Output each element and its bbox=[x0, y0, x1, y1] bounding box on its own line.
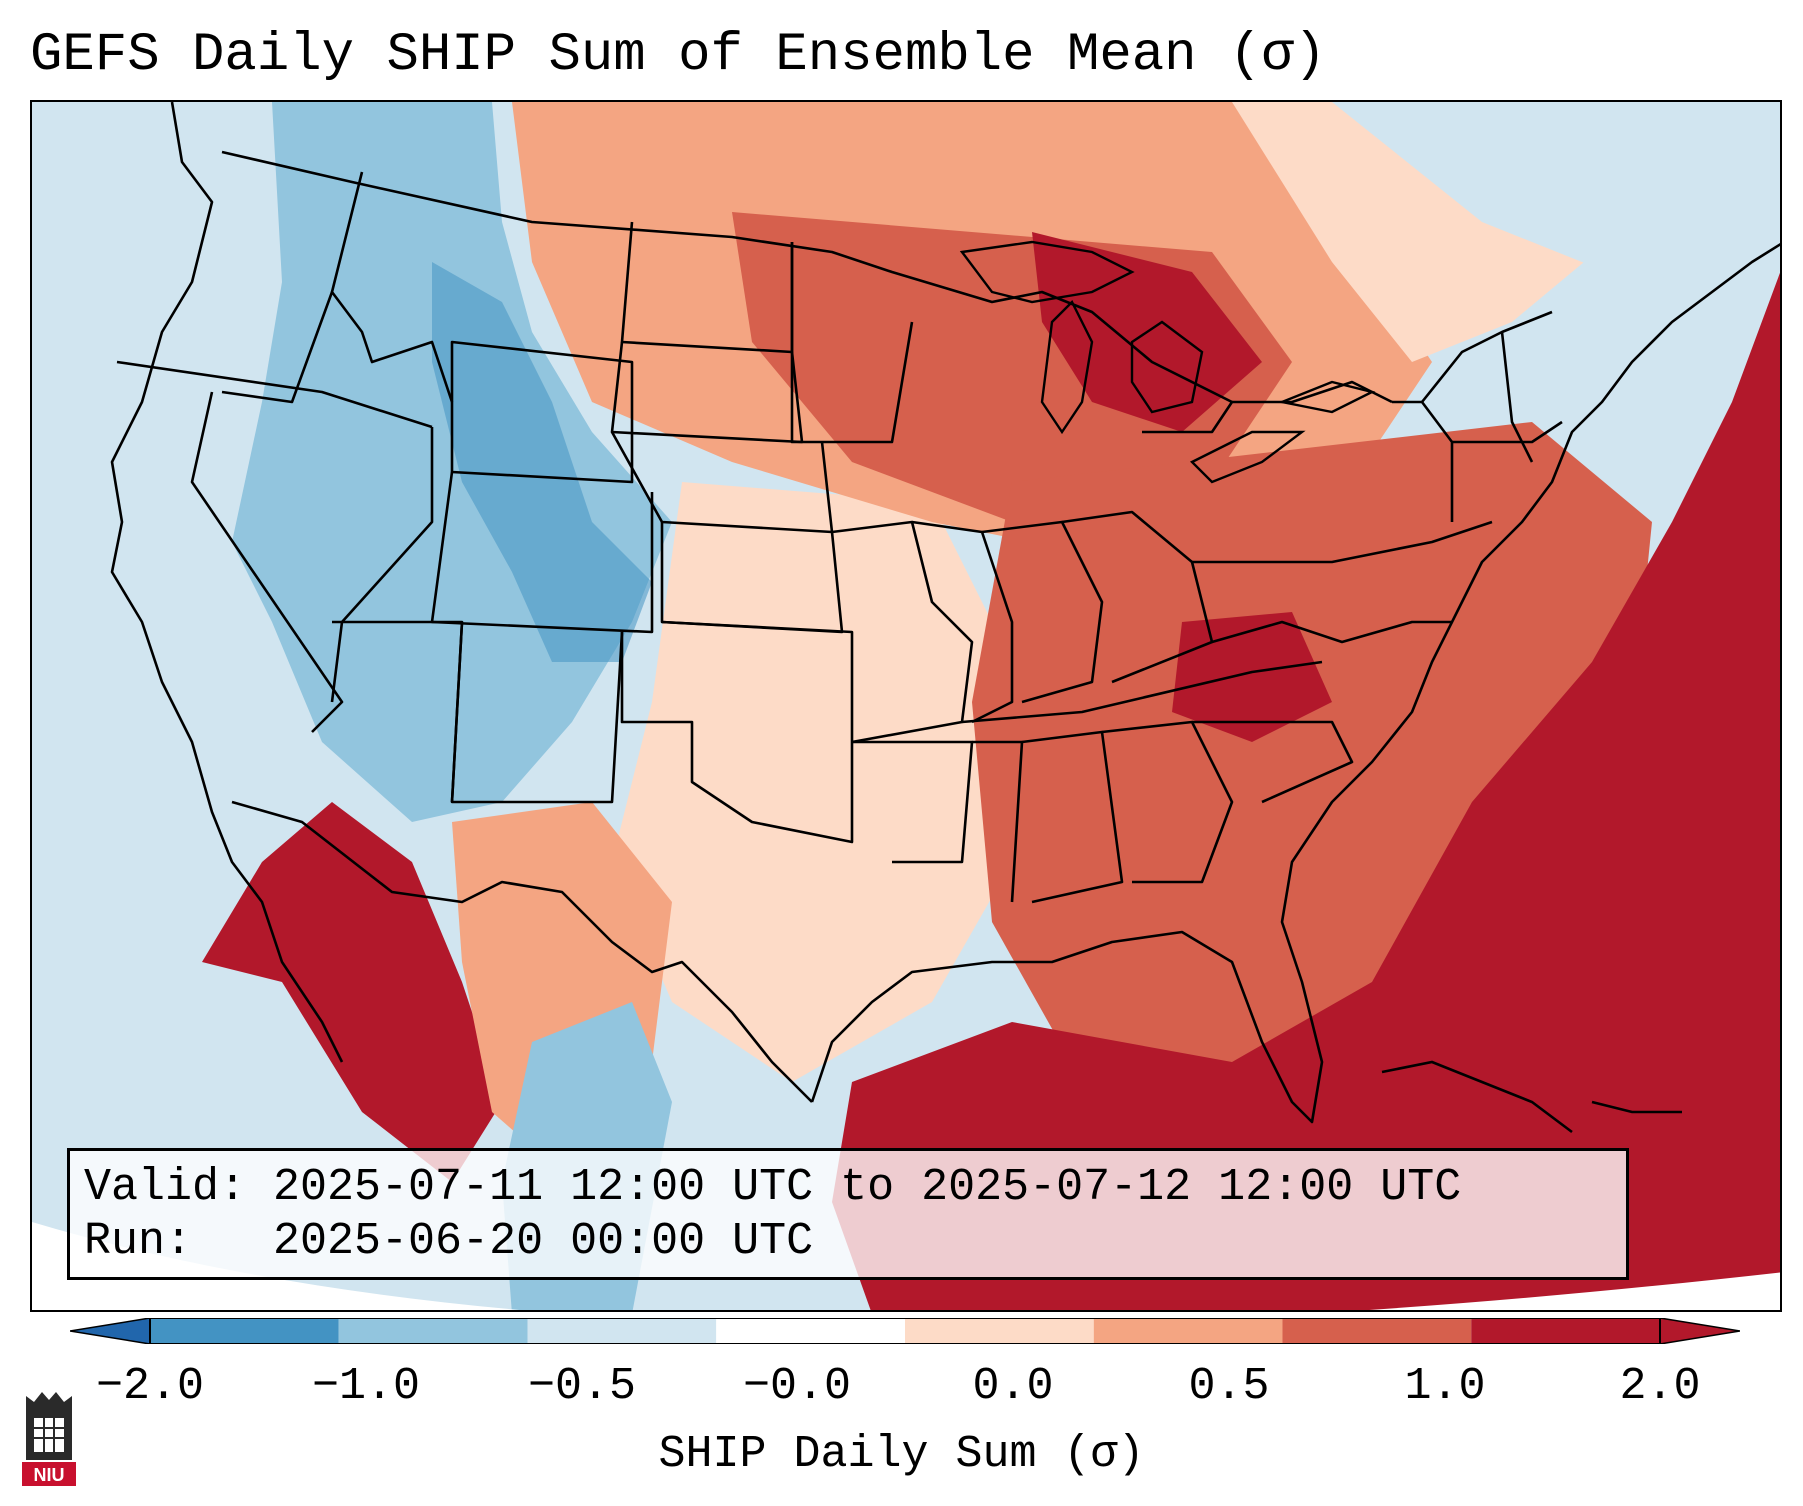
colorbar-bin bbox=[716, 1318, 905, 1344]
colorbar-bin bbox=[905, 1318, 1094, 1344]
atlantic-gulf-max bbox=[832, 272, 1780, 1310]
mexico-west-max bbox=[202, 802, 502, 1182]
us-canada-border bbox=[221, 150, 1233, 404]
colorbar-bin bbox=[1282, 1318, 1472, 1344]
colorbar-tick-label: −0.0 bbox=[742, 1361, 852, 1412]
colorbar-tick-label: 1.0 bbox=[1404, 1361, 1486, 1412]
state-borders bbox=[110, 102, 1780, 1124]
colorbar-tick-label: −1.0 bbox=[311, 1361, 421, 1412]
ohio-valley-max bbox=[1172, 612, 1332, 742]
run-time-line: Run: 2025-06-20 00:00 UTC bbox=[84, 1216, 814, 1267]
colorbar-frame bbox=[149, 1318, 1661, 1344]
logo-text: NIU bbox=[34, 1465, 65, 1485]
niu-castle-logo-icon: NIU bbox=[22, 1392, 76, 1486]
colorbar-bin bbox=[338, 1318, 528, 1344]
colorbar bbox=[70, 1318, 1740, 1344]
colorbar-label: SHIP Daily Sum (σ) bbox=[658, 1429, 1145, 1480]
valid-time-line: Valid: 2025-07-11 12:00 UTC to 2025-07-1… bbox=[84, 1162, 1462, 1213]
colorbar-extend-low bbox=[70, 1318, 151, 1344]
projection-edge bbox=[32, 1222, 1780, 1310]
colorbar-tick-label: −0.5 bbox=[527, 1361, 637, 1412]
caribbean-coastline bbox=[1381, 1060, 1682, 1134]
great-lakes-outline bbox=[959, 240, 1376, 484]
negative-anomaly-core bbox=[432, 262, 652, 662]
map-title: GEFS Daily SHIP Sum of Ensemble Mean (σ) bbox=[30, 25, 1327, 86]
neutral-northeast bbox=[1332, 102, 1780, 282]
colorbar-extend-high bbox=[1659, 1318, 1740, 1344]
colorbar-bin bbox=[1093, 1318, 1283, 1344]
us-mexico-border bbox=[231, 800, 813, 1103]
colorbar-bin bbox=[1471, 1318, 1660, 1344]
light-positive-plains bbox=[612, 482, 1012, 1082]
gulf-atlantic-coastline bbox=[810, 242, 1780, 1124]
colorbar-bin bbox=[150, 1318, 339, 1344]
pacific-coastline bbox=[110, 102, 344, 1063]
map-panel[interactable] bbox=[30, 100, 1782, 1312]
strong-positive-east bbox=[972, 422, 1652, 1102]
colorbar-tick-label: 0.0 bbox=[972, 1361, 1054, 1412]
colorbar-tick-label: 2.0 bbox=[1619, 1361, 1701, 1412]
colorbar-tick-label: 0.5 bbox=[1188, 1361, 1270, 1412]
colorbar-tick-label: −2.0 bbox=[95, 1361, 205, 1412]
anomaly-map bbox=[32, 102, 1780, 1310]
valid-run-info-box: Valid: 2025-07-11 12:00 UTC to 2025-07-1… bbox=[67, 1148, 1629, 1280]
colorbar-bin bbox=[527, 1318, 717, 1344]
